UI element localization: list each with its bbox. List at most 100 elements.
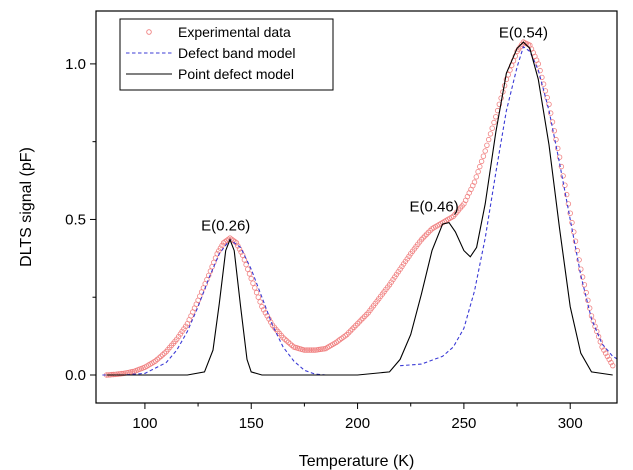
experimental-data-point — [579, 274, 586, 280]
experimental-data-point — [252, 285, 258, 291]
experimental-data-point — [112, 371, 118, 378]
x-tick-label: 100 — [132, 415, 157, 432]
experimental-data-point — [564, 191, 570, 198]
experimental-data-point — [257, 299, 263, 305]
experimental-data-point — [217, 245, 224, 251]
experimental-data-point — [578, 266, 584, 272]
experimental-data-point — [253, 289, 260, 296]
experimental-data-point — [285, 339, 292, 345]
experimental-data-point — [245, 266, 251, 272]
experimental-data-point — [537, 67, 543, 74]
experimental-data-point — [321, 346, 327, 352]
x-axis-title: Temperature (K) — [299, 453, 415, 470]
x-axis-ticks: 100 150 200 250 300 — [132, 403, 583, 432]
experimental-data-point — [241, 257, 248, 263]
experimental-data-point — [305, 347, 311, 353]
experimental-data-point — [282, 336, 288, 342]
experimental-data-point — [363, 311, 370, 318]
experimental-data-point — [491, 119, 497, 126]
experimental-data-point — [152, 358, 159, 364]
legend-symbol-circle — [146, 29, 152, 35]
experimental-data-point — [558, 163, 565, 170]
experimental-data-point — [603, 350, 609, 356]
experimental-data-point — [555, 145, 561, 152]
experimental-data-point — [158, 353, 164, 359]
experimental-data-point — [342, 333, 348, 339]
experimental-data-point — [549, 119, 556, 125]
experimental-data-point — [255, 294, 261, 300]
experimental-data-point — [317, 346, 323, 352]
experimental-data-point — [353, 322, 359, 329]
experimental-data-point — [585, 297, 591, 303]
experimental-data-point — [542, 88, 549, 94]
experimental-data-point — [354, 321, 361, 327]
experimental-data-point — [478, 158, 485, 165]
x-tick-label: 150 — [239, 415, 264, 432]
experimental-data-point — [425, 229, 432, 236]
experimental-data-point — [610, 362, 616, 369]
experimental-data-point — [583, 289, 589, 296]
experimental-data-point — [503, 76, 510, 83]
experimental-data-point — [347, 328, 354, 334]
experimental-data-point — [482, 148, 488, 154]
experimental-data-point — [114, 371, 120, 377]
experimental-data-point — [115, 371, 122, 377]
experimental-data-point — [159, 352, 166, 358]
x-tick-label: 300 — [558, 415, 583, 432]
y-tick-label: 0.0 — [65, 367, 86, 384]
experimental-data-point — [310, 347, 316, 353]
defect-band-model-line — [400, 45, 617, 367]
experimental-data-point — [540, 81, 547, 87]
experimental-data-point — [486, 136, 492, 143]
experimental-data-point — [243, 261, 249, 268]
experimental-data-point — [351, 324, 357, 330]
experimental-data-point — [473, 174, 479, 180]
experimental-data-point — [207, 268, 214, 274]
y-tick-label: 1.0 — [65, 56, 86, 73]
experimental-data-point — [225, 236, 232, 242]
x-tick-label: 250 — [451, 415, 476, 432]
experimental-data-point — [489, 125, 495, 131]
legend-box — [119, 18, 334, 91]
experimental-data-point — [362, 313, 368, 320]
experimental-data-point — [360, 315, 366, 321]
experimental-data-point — [535, 61, 541, 67]
experimental-data-point — [567, 210, 573, 216]
experimental-data-point — [235, 243, 241, 249]
experimental-data-point — [471, 179, 478, 185]
experimental-data-point — [422, 233, 428, 239]
experimental-data-point — [571, 229, 577, 235]
legend: Experimental data Defect band model Point … — [119, 18, 334, 91]
experimental-data-point — [608, 359, 614, 366]
experimental-data-point — [565, 201, 572, 207]
y-axis-ticks: 0.0 0.5 1.0 — [65, 56, 96, 384]
y-axis-title: DLTS signal (pF) — [18, 147, 35, 267]
experimental-data-point — [303, 347, 309, 353]
experimental-data-point — [308, 347, 315, 353]
experimental-data-point — [574, 247, 580, 254]
experimental-data-point — [484, 142, 490, 148]
defect-band-model-series — [102, 45, 617, 376]
experimental-data-point — [487, 131, 494, 137]
experimental-data-point — [496, 101, 502, 107]
plot-frame — [95, 10, 618, 404]
point-defect-model-line — [106, 41, 613, 376]
experimental-data-point — [477, 163, 483, 170]
experimental-data-point — [346, 330, 352, 336]
legend-label: Defect band model — [178, 45, 296, 61]
y-tick-label: 0.5 — [65, 211, 86, 228]
legend-label: Experimental data — [178, 24, 291, 40]
experimental-data-point — [572, 238, 579, 244]
peak-label: E(0.26) — [201, 217, 250, 234]
experimental-data-point — [427, 227, 433, 234]
experimental-data-point — [246, 271, 253, 277]
experimental-data-point — [250, 280, 256, 286]
experimental-data-point — [587, 305, 593, 311]
experimental-data-point — [562, 182, 568, 188]
experimental-data-point — [546, 101, 552, 107]
experimental-data-point — [569, 219, 575, 226]
experimental-data-point — [358, 317, 364, 323]
experimental-data-point — [493, 114, 499, 120]
experimental-data-point — [553, 136, 559, 143]
